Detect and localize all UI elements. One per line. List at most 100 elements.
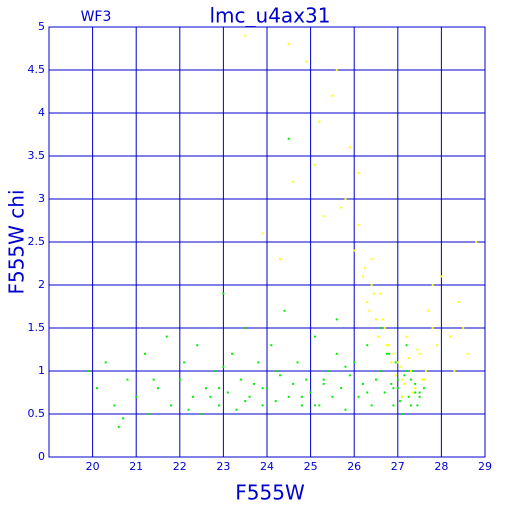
point — [213, 370, 216, 372]
point — [436, 344, 439, 347]
point — [104, 361, 107, 364]
point — [261, 404, 264, 407]
point — [279, 374, 282, 377]
point — [148, 413, 151, 415]
point — [300, 395, 303, 398]
x-tick-label: 22 — [173, 460, 187, 473]
point — [416, 348, 419, 351]
plot-frame — [48, 26, 486, 458]
y-tick-label: 3.5 — [28, 149, 46, 162]
point — [403, 382, 406, 385]
point — [292, 180, 295, 183]
y-tick-label: 2.5 — [28, 235, 46, 248]
point — [375, 318, 377, 321]
point — [366, 344, 369, 347]
point — [379, 327, 382, 329]
point — [370, 284, 373, 286]
point — [340, 387, 343, 390]
point — [322, 378, 325, 381]
point — [407, 395, 410, 398]
point — [390, 382, 393, 385]
point — [357, 395, 360, 398]
point — [327, 370, 330, 372]
point — [274, 370, 277, 372]
point — [412, 391, 415, 394]
point — [379, 370, 382, 372]
point — [178, 378, 181, 381]
point — [401, 378, 404, 381]
point — [187, 408, 190, 411]
point — [287, 395, 290, 398]
point — [135, 395, 138, 398]
point — [143, 352, 146, 355]
point — [409, 404, 412, 407]
point — [422, 387, 425, 390]
point — [235, 408, 238, 411]
point — [414, 387, 417, 390]
point — [422, 378, 425, 381]
x-tick-label: 21 — [129, 460, 143, 473]
point — [361, 382, 364, 385]
point — [348, 146, 351, 149]
point — [453, 370, 456, 372]
point — [403, 374, 406, 377]
point — [409, 378, 412, 381]
point — [305, 60, 308, 63]
point — [296, 361, 299, 364]
y-axis-label: F555W chi — [5, 189, 29, 294]
point — [274, 400, 277, 403]
point — [414, 391, 417, 394]
point — [379, 292, 382, 295]
point — [344, 408, 347, 411]
point — [270, 344, 273, 347]
y-tick-label: 4.5 — [28, 63, 46, 76]
point — [292, 382, 295, 385]
point — [152, 378, 155, 381]
point — [462, 327, 465, 329]
point — [209, 395, 212, 398]
point — [366, 391, 369, 394]
y-tick-label: 4 — [38, 106, 45, 119]
point — [218, 404, 221, 407]
x-tick-label: 24 — [260, 460, 274, 473]
point — [416, 404, 419, 407]
y-tick-label: 1 — [38, 364, 45, 377]
point — [353, 361, 356, 364]
point — [425, 370, 428, 372]
point — [431, 327, 434, 329]
point — [196, 344, 199, 347]
point — [95, 387, 98, 390]
x-axis-label: F555W — [235, 481, 305, 505]
point — [244, 34, 247, 37]
x-tick-label: 29 — [478, 460, 492, 473]
point — [313, 163, 316, 166]
point — [370, 404, 373, 407]
point — [466, 352, 469, 355]
point — [257, 361, 260, 364]
point — [231, 352, 234, 355]
point — [414, 382, 417, 385]
point — [405, 344, 408, 347]
point — [353, 249, 356, 252]
point — [392, 387, 395, 390]
point — [405, 370, 408, 372]
chart-title: lmc_u4ax31 — [210, 4, 331, 28]
point — [331, 94, 334, 97]
point — [398, 400, 401, 403]
point — [375, 378, 377, 381]
point — [248, 395, 251, 398]
point — [222, 365, 225, 368]
point — [361, 275, 364, 278]
x-tick-label: 27 — [391, 460, 405, 473]
y-tick-label: 2 — [38, 278, 45, 291]
point — [287, 43, 290, 46]
point — [191, 395, 194, 398]
point — [357, 223, 360, 226]
point — [244, 400, 247, 403]
point — [261, 387, 264, 390]
point — [157, 387, 159, 390]
point — [457, 301, 460, 304]
point — [218, 387, 221, 390]
point — [407, 357, 410, 360]
